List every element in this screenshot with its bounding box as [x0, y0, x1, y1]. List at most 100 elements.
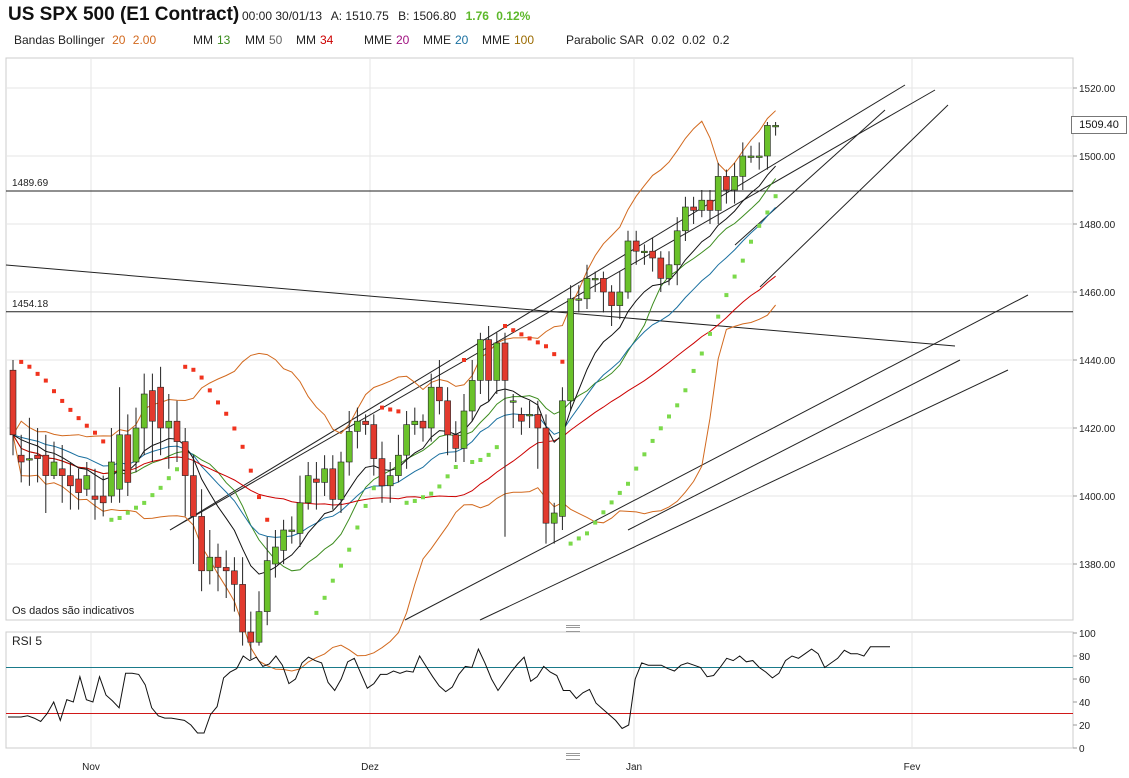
- candle-body: [575, 298, 583, 301]
- sar-dot: [527, 336, 532, 341]
- indicator-mme-100[interactable]: MME 100: [482, 33, 535, 47]
- time-tick-label: Nov: [82, 762, 100, 773]
- sar-dot: [650, 438, 655, 443]
- candle-body: [214, 556, 222, 568]
- candle-body: [17, 454, 25, 463]
- sar-dot: [421, 495, 425, 500]
- sar-dot: [601, 510, 606, 515]
- candle-body: [231, 570, 238, 585]
- indicator-mm-13[interactable]: MM 13: [193, 33, 231, 47]
- indicator-mm-50[interactable]: MM 50: [245, 33, 283, 47]
- horizontal-levels: 1489.69 1454.18: [6, 178, 1073, 313]
- sar-dot: [322, 595, 327, 600]
- candle-body: [682, 206, 689, 232]
- candle-body: [698, 199, 706, 211]
- sar-dot: [27, 364, 32, 369]
- candle-body: [50, 461, 58, 476]
- time-tick-label: Jan: [626, 762, 642, 773]
- candle-body: [206, 556, 214, 572]
- sar-dot: [314, 610, 319, 615]
- bollinger-bands: [12, 110, 776, 672]
- candle-body: [321, 468, 328, 483]
- sar-dot: [560, 359, 565, 364]
- sar-dot: [371, 486, 376, 491]
- candle-body: [190, 475, 197, 517]
- sar-dot: [511, 328, 516, 333]
- sar-dot: [642, 452, 647, 457]
- price-tick-label: 1400.00: [1079, 492, 1116, 503]
- candle-body: [173, 420, 181, 442]
- sar-dot: [339, 563, 343, 568]
- parabolic-sar: [19, 194, 778, 615]
- trend-line: [169, 89, 936, 531]
- trend-line: [759, 104, 949, 288]
- sar-dot: [576, 536, 581, 541]
- sar-dot: [199, 375, 204, 380]
- indicator-mm-34[interactable]: MM 34: [296, 33, 334, 47]
- candle-body: [157, 386, 164, 429]
- sar-dot: [462, 358, 466, 362]
- candle-body: [304, 475, 312, 504]
- trend-line: [404, 294, 1029, 621]
- sar-dot: [445, 474, 450, 479]
- sar-dot: [347, 547, 352, 552]
- horizontal-level-label: 1489.69: [12, 178, 49, 189]
- sar-dot: [240, 444, 245, 449]
- sar-dot: [265, 517, 270, 522]
- sar-dot: [207, 388, 212, 393]
- candle-body: [641, 250, 648, 253]
- candle-body: [181, 441, 189, 476]
- sar-dot: [634, 466, 639, 471]
- sar-dot: [117, 515, 122, 520]
- candle-body: [345, 431, 353, 463]
- sar-dot: [142, 500, 147, 505]
- time-axis: Nov Dez Jan Fev: [82, 762, 920, 773]
- quote-bid: B: 1506.80: [398, 9, 457, 23]
- sar-dot: [175, 467, 179, 472]
- candle-body: [165, 420, 173, 429]
- panel-resize-handle[interactable]: [566, 625, 580, 632]
- indicator-parabolic-sar[interactable]: Parabolic SAR 0.02 0.02 0.2: [566, 33, 730, 47]
- price-tick-label: 1500.00: [1079, 152, 1116, 163]
- candle-body: [559, 400, 566, 517]
- indicator-mme-20-a[interactable]: MME 20: [364, 33, 410, 47]
- sar-dot: [617, 490, 622, 495]
- sar-dot: [593, 520, 598, 525]
- rsi-tick-label: 0: [1079, 744, 1085, 755]
- candle-body: [444, 400, 451, 436]
- candle-body: [501, 342, 509, 381]
- candle-body: [690, 206, 697, 211]
- ma-black-line: [12, 165, 776, 575]
- sar-dot: [396, 409, 401, 414]
- candle-body: [83, 475, 91, 490]
- candle-body: [280, 529, 287, 551]
- sar-dot: [52, 389, 56, 394]
- sar-dot: [404, 500, 409, 505]
- candle-body: [132, 427, 140, 463]
- indicator-mme-20-b[interactable]: MME 20: [423, 33, 469, 47]
- candle-body: [657, 257, 665, 279]
- sar-dot: [675, 403, 680, 408]
- trend-line: [734, 109, 886, 246]
- panel-resize-handle-bottom[interactable]: [566, 753, 580, 760]
- candle-body: [436, 386, 443, 402]
- candle-body: [362, 420, 369, 425]
- sar-dot: [380, 405, 384, 410]
- trend-line: [5, 264, 956, 347]
- candle-body: [739, 155, 747, 177]
- candle-body: [34, 454, 41, 459]
- candle-body: [485, 339, 492, 381]
- sar-dot: [757, 223, 762, 228]
- candle-body: [452, 434, 460, 449]
- sar-dot: [699, 351, 704, 356]
- candle-body: [624, 240, 632, 293]
- rsi-tick-label: 100: [1079, 629, 1096, 640]
- indicator-bollinger[interactable]: Bandas Bollinger 20 2.00: [14, 33, 157, 47]
- bollinger-lower: [12, 304, 776, 672]
- sar-dot: [412, 498, 417, 503]
- quote-info: 00:00 30/01/13 A: 1510.75 B: 1506.80 1.7…: [242, 9, 534, 23]
- candle-body: [255, 611, 263, 643]
- rsi-panel: 100 80 60 40 20 0: [6, 629, 1096, 755]
- candle-body: [288, 529, 296, 532]
